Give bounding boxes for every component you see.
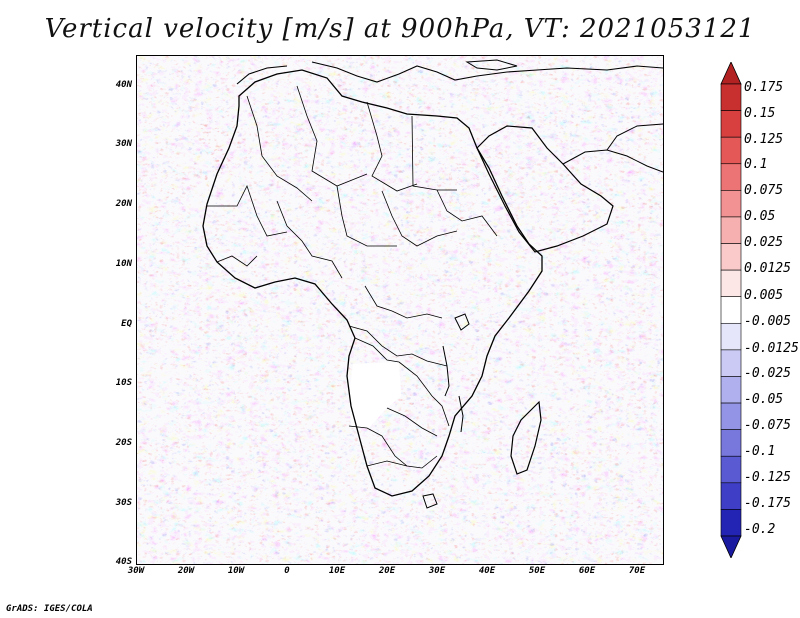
colorbar-swatch <box>720 509 742 537</box>
colorbar-label: 0.025 <box>744 235 784 250</box>
lake-malawi <box>458 395 464 433</box>
colorbar-swatch <box>720 429 742 457</box>
colorbar-label: 0.175 <box>744 80 784 95</box>
lake-tanganyika <box>442 345 450 397</box>
africa-coastline <box>202 69 543 497</box>
colorbar-label: -0.125 <box>744 470 791 485</box>
lon-tick-label: 20W <box>177 566 195 576</box>
lon-tick-label: 10E <box>328 566 346 576</box>
colorbar-label: -0.025 <box>744 366 791 381</box>
colorbar-swatch <box>720 216 742 244</box>
colorbar-swatch <box>720 482 742 510</box>
colorbar-swatch <box>720 455 742 484</box>
lon-tick-label: 30E <box>428 566 446 576</box>
colorbar-swatch <box>720 110 742 138</box>
iran-coastline <box>606 123 663 151</box>
lon-tick-label: 30W <box>127 566 145 576</box>
colorbar-label: -0.175 <box>744 496 791 511</box>
colorbar-swatch <box>720 402 742 430</box>
colorbar-label: -0.2 <box>744 522 776 537</box>
colorbar-bottom-arrow <box>720 535 742 558</box>
colorbar-swatch <box>720 322 742 351</box>
country-borders <box>207 85 498 469</box>
lon-tick-label: 40E <box>478 566 496 576</box>
colorbar-swatch <box>720 243 742 271</box>
colorbar-swatch <box>720 190 742 218</box>
colorbar-label: 0.1 <box>744 157 768 172</box>
lat-tick-label: 20S <box>115 438 132 448</box>
colorbar-label: -0.005 <box>744 314 791 329</box>
lon-tick-label: 10W <box>227 566 245 576</box>
colorbar-label: 0.05 <box>744 209 776 224</box>
lon-tick-label: 60E <box>578 566 596 576</box>
colorbar-label: 0.005 <box>744 288 784 303</box>
colorbar-swatch <box>720 296 742 324</box>
lat-tick-label: 30N <box>115 139 132 149</box>
colorbar-swatch <box>720 163 742 191</box>
colorbar-top-arrow <box>720 62 742 85</box>
colorbar-swatch <box>720 376 742 404</box>
lat-tick-label: 10N <box>115 259 132 269</box>
colorbar-label: -0.0125 <box>744 341 799 356</box>
colorbar-label: -0.075 <box>744 418 791 433</box>
footer-credit: GrADS: IGES/COLA <box>6 604 93 614</box>
colorbar-swatch <box>720 83 742 111</box>
europe-coastline <box>236 61 663 85</box>
madagascar-coastline <box>510 400 542 475</box>
lat-tick-label: EQ <box>121 319 132 329</box>
colorbar-label: 0.075 <box>744 183 784 198</box>
map-panel <box>136 55 664 565</box>
colorbar-swatch <box>720 349 742 377</box>
colorbar-label: 0.0125 <box>744 261 791 276</box>
lon-tick-label: 20E <box>378 566 396 576</box>
lat-tick-label: 20N <box>115 199 132 209</box>
arabia-coastline <box>476 125 614 253</box>
lat-tick-label: 10S <box>115 378 132 388</box>
black-sea-coastline <box>465 59 518 71</box>
velocity-field-map <box>137 56 663 564</box>
colorbar-label: 0.125 <box>744 132 784 147</box>
colorbar-label: 0.15 <box>744 106 776 121</box>
colorbar-swatch <box>720 136 742 165</box>
lesotho-border <box>422 493 438 509</box>
colorbar-swatch <box>720 269 742 298</box>
colorbar-label: -0.1 <box>744 444 776 459</box>
chart-title: Vertical velocity [m/s] at 900hPa, VT: 2… <box>44 14 756 44</box>
lon-tick-label: 0 <box>284 566 290 576</box>
lat-tick-label: 40S <box>115 557 132 567</box>
lat-tick-label: 30S <box>115 498 132 508</box>
colorbar-label: -0.05 <box>744 392 784 407</box>
lat-tick-label: 40N <box>115 80 132 90</box>
colorbar <box>720 62 742 558</box>
lake-victoria <box>454 313 470 331</box>
lon-tick-label: 50E <box>528 566 546 576</box>
persian-gulf-coastline <box>562 149 663 173</box>
missing-data-region <box>349 362 401 428</box>
lon-tick-label: 70E <box>628 566 646 576</box>
